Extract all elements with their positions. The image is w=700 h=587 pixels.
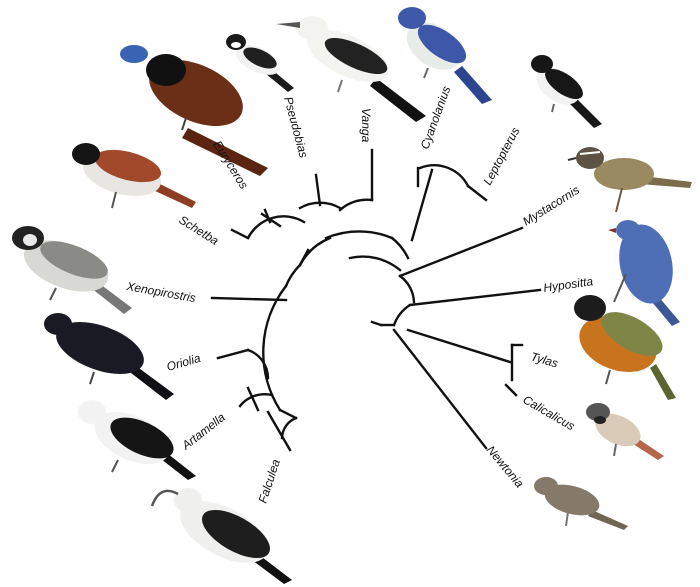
bernier-vanga-illustration: [44, 313, 174, 400]
tree-branches: [210, 148, 542, 452]
ward-flycatcher-illustration: [226, 34, 294, 92]
xenopirostris-illustration: [12, 226, 132, 314]
helmet-vanga-illustration: [120, 45, 268, 176]
taxon-label-leptopterus: Leptopterus: [480, 125, 522, 188]
tylas-vanga-illustration: [574, 295, 676, 400]
taxon-label-falculea: Falculea: [256, 457, 283, 505]
newtonia-illustration: [534, 477, 628, 530]
rufous-vanga-illustration: [72, 143, 196, 209]
crossley-vanga-illustration: [567, 147, 692, 213]
taxon-label-artamella: Artamella: [178, 410, 228, 453]
taxon-label-newtonia: Newtonia: [484, 443, 527, 491]
taxon-label-calicalicus: Calicalicus: [521, 392, 578, 433]
taxon-label-vanga: Vanga: [359, 108, 373, 143]
taxon-label-oriolia: Oriolia: [165, 351, 203, 374]
chabert-vanga-illustration: [531, 55, 602, 128]
taxon-label-mystacornis: Mystacornis: [520, 183, 582, 229]
hook-billed-vanga-illustration: [276, 16, 426, 122]
blue-vanga-illustration: [398, 7, 492, 104]
sicklebill-illustration: [150, 488, 292, 584]
taxon-label-hypositta: Hypositta: [542, 274, 594, 295]
red-tailed-vanga-illustration: [586, 403, 664, 460]
taxon-label-schetba: Schetba: [176, 213, 221, 248]
taxon-label-xenopirostris: Xenopirostris: [124, 279, 196, 305]
white-headed-vanga-illustration: [78, 400, 196, 480]
taxon-label-tylas: Tylas: [529, 349, 560, 370]
nuthatch-vanga-illustration: [608, 220, 680, 326]
taxon-label-pseudobias: Pseudobias: [281, 95, 311, 159]
